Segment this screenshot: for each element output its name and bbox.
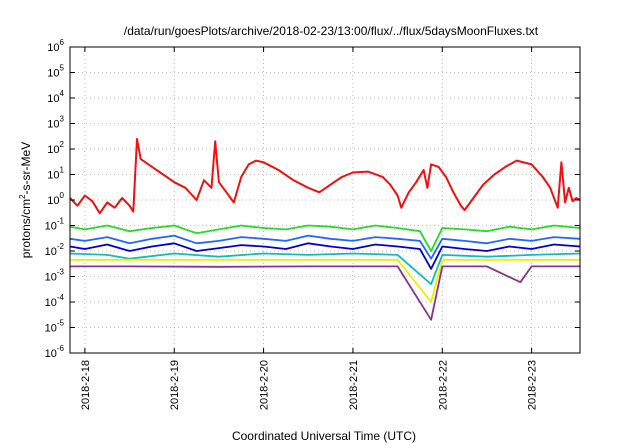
y-axis-label-part2: -s-sr-MeV (19, 142, 33, 195)
chart-title: /data/run/goesPlots/archive/2018-02-23/1… (124, 24, 539, 38)
series-line-4 (69, 242, 581, 270)
x-tick-label: 2018-2-23 (527, 360, 539, 410)
x-tick-label: 2018-2-22 (437, 360, 449, 410)
series-line-2 (69, 224, 581, 252)
x-axis-label: Coordinated Universal Time (UTC) (232, 429, 416, 443)
y-tick-label: 101 (47, 166, 64, 182)
grid (70, 47, 580, 353)
x-tick-label: 2018-2-19 (169, 360, 181, 410)
y-tick-label: 103 (47, 115, 64, 131)
y-tick-label: 100 (47, 191, 64, 207)
y-tick-label: 10-3 (45, 268, 65, 284)
x-tick-label: 2018-2-21 (348, 360, 360, 410)
series-line-1 (69, 137, 581, 215)
y-tick-label: 10-1 (45, 217, 65, 233)
series-line-3 (69, 234, 581, 260)
y-tick-label: 104 (47, 89, 64, 105)
y-tick-label: 10-4 (45, 293, 65, 309)
ticks: 10-6 10-5 10-4 10-3 10-2 10-1 100 101 102 103 104 1… (45, 38, 580, 410)
y-tick-label: 10-2 (45, 242, 65, 258)
series-line-5 (69, 252, 581, 286)
series-line-7 (70, 265, 580, 321)
y-tick-label: 10-5 (45, 319, 65, 335)
x-tick-label: 2018-2-20 (259, 360, 271, 410)
y-tick-label: 10-6 (45, 344, 65, 360)
y-axis-label-exp: 2 (18, 194, 27, 199)
series-line-6 (70, 258, 580, 303)
y-tick-label: 105 (47, 64, 64, 80)
y-tick-label: 106 (47, 38, 64, 54)
y-tick-label: 102 (47, 140, 64, 156)
x-tick-label: 2018-2-18 (80, 360, 92, 410)
y-axis-label: protons/cm2-s-sr-MeV (18, 142, 33, 258)
series-layer (69, 137, 581, 321)
y-axis-label-part1: protons/cm (19, 199, 33, 258)
